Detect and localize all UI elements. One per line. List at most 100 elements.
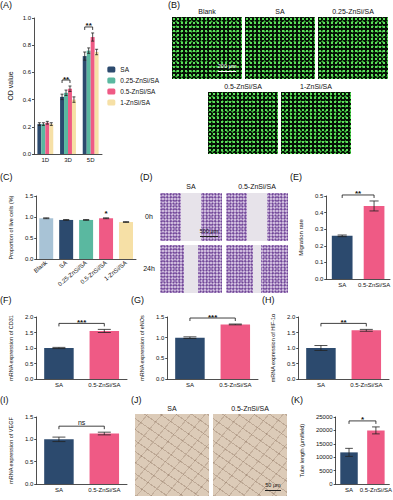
svg-text:**: ** <box>355 189 362 198</box>
svg-text:Blank: Blank <box>33 259 49 274</box>
svg-text:0.0: 0.0 <box>315 276 324 282</box>
svg-text:(E): (E) <box>290 172 302 182</box>
svg-text:Migration rate: Migration rate <box>298 218 304 255</box>
html-text:0h: 0h <box>145 213 153 220</box>
html-text:1-ZnSi/SA: 1-ZnSi/SA <box>300 83 332 90</box>
svg-text:1.5: 1.5 <box>25 193 34 199</box>
html-text:0.5-ZnSi/SA: 0.5-ZnSi/SA <box>238 183 276 190</box>
svg-text:SA: SA <box>345 487 353 493</box>
svg-text:SA: SA <box>55 487 63 493</box>
svg-text:(G): (G) <box>131 295 144 305</box>
html-text:SA: SA <box>186 183 196 190</box>
svg-text:1.5: 1.5 <box>25 414 34 420</box>
svg-text:1D: 1D <box>41 157 49 163</box>
svg-text:0.4: 0.4 <box>315 210 324 216</box>
svg-text:10000: 10000 <box>316 454 333 460</box>
svg-text:SA: SA <box>186 382 194 388</box>
html-text:(B): (B) <box>168 0 180 10</box>
svg-text:0.2: 0.2 <box>315 243 324 249</box>
svg-text:15000: 15000 <box>316 441 333 447</box>
svg-text:0.4: 0.4 <box>23 97 32 103</box>
svg-text:1.0: 1.0 <box>25 214 34 220</box>
svg-text:0.5-ZnSi/SA: 0.5-ZnSi/SA <box>360 487 392 493</box>
svg-text:(H): (H) <box>262 295 275 305</box>
svg-text:0.0: 0.0 <box>23 151 32 157</box>
svg-text:3D: 3D <box>64 157 72 163</box>
svg-text:(A): (A) <box>0 0 12 10</box>
svg-text:mRNA expression of HIF-1α: mRNA expression of HIF-1α <box>270 313 276 382</box>
svg-text:0.3: 0.3 <box>315 226 324 232</box>
svg-text:0.0: 0.0 <box>25 376 34 382</box>
svg-text:25000: 25000 <box>316 414 333 420</box>
svg-text:1-ZnSi/SA: 1-ZnSi/SA <box>103 260 128 282</box>
svg-text:0.5-ZnSi/SA: 0.5-ZnSi/SA <box>79 260 108 285</box>
svg-text:**: ** <box>341 318 348 327</box>
svg-text:SA: SA <box>58 260 68 270</box>
svg-text:mRNA expression of VEGF: mRNA expression of VEGF <box>8 417 14 484</box>
svg-text:Tube length (μm/field): Tube length (μm/field) <box>299 424 305 478</box>
svg-text:Proportion of live cells (%): Proportion of live cells (%) <box>8 195 14 259</box>
svg-text:SA: SA <box>120 66 129 73</box>
svg-text:(C): (C) <box>0 172 13 182</box>
svg-text:0.5: 0.5 <box>25 361 34 367</box>
svg-text:2.0: 2.0 <box>25 314 34 320</box>
svg-text:0.5-ZnSi/SA: 0.5-ZnSi/SA <box>219 382 251 388</box>
svg-text:0.5: 0.5 <box>315 193 324 199</box>
svg-text:0.5: 0.5 <box>287 361 296 367</box>
svg-text:0.0: 0.0 <box>287 376 296 382</box>
html-text:0.25-ZnSi/SA: 0.25-ZnSi/SA <box>332 8 374 15</box>
svg-text:0.25-ZnSi/SA: 0.25-ZnSi/SA <box>56 259 88 288</box>
svg-text:0.5-ZnSi/SA: 0.5-ZnSi/SA <box>88 382 120 388</box>
html-text:Blank: Blank <box>198 8 216 15</box>
svg-text:SA: SA <box>55 382 63 388</box>
svg-text:0.0: 0.0 <box>156 376 165 382</box>
svg-text:0.25-ZnSi/SA: 0.25-ZnSi/SA <box>120 77 159 84</box>
html-text:(J): (J) <box>131 395 142 405</box>
svg-text:0.6: 0.6 <box>23 69 32 75</box>
svg-text:1.0: 1.0 <box>25 345 34 351</box>
svg-text:**: ** <box>63 75 70 84</box>
svg-text:1.0: 1.0 <box>25 436 34 442</box>
svg-text:**: ** <box>86 21 93 30</box>
html-text:(D): (D) <box>140 172 153 182</box>
svg-text:0.1: 0.1 <box>315 259 324 265</box>
svg-text:5D: 5D <box>87 157 95 163</box>
svg-text:(F): (F) <box>0 295 12 305</box>
svg-text:0.0: 0.0 <box>25 256 34 262</box>
svg-text:***: *** <box>208 313 218 322</box>
svg-text:SA: SA <box>317 382 325 388</box>
svg-text:0.5: 0.5 <box>156 355 165 361</box>
svg-text:mRNA expression of eNOs: mRNA expression of eNOs <box>139 315 145 381</box>
svg-text:1.0: 1.0 <box>287 345 296 351</box>
svg-text:mRNA expression of CD31: mRNA expression of CD31 <box>8 315 14 381</box>
svg-text:0.5: 0.5 <box>25 235 34 241</box>
svg-text:*: * <box>105 209 109 218</box>
svg-text:1.0: 1.0 <box>23 15 32 21</box>
svg-text:*: * <box>361 415 365 424</box>
svg-text:OD value: OD value <box>7 71 14 100</box>
svg-text:0.5-ZnSi/SA: 0.5-ZnSi/SA <box>350 382 382 388</box>
svg-text:5000: 5000 <box>319 468 333 474</box>
svg-text:2.0: 2.0 <box>287 314 296 320</box>
html-text:SA: SA <box>275 8 285 15</box>
svg-text:0: 0 <box>329 481 333 487</box>
svg-text:0.5: 0.5 <box>25 459 34 465</box>
svg-text:(K): (K) <box>291 395 303 405</box>
svg-text:1.5: 1.5 <box>287 330 296 336</box>
svg-text:***: *** <box>77 318 87 327</box>
svg-text:0.5-ZnSi/SA: 0.5-ZnSi/SA <box>358 282 390 288</box>
svg-text:ns: ns <box>78 419 86 426</box>
svg-text:0.8: 0.8 <box>23 42 32 48</box>
svg-text:SA: SA <box>338 282 346 288</box>
svg-text:1.5: 1.5 <box>25 330 34 336</box>
svg-text:(I): (I) <box>0 395 9 405</box>
svg-text:1.0: 1.0 <box>156 335 165 341</box>
svg-text:0.5-ZnSi/SA: 0.5-ZnSi/SA <box>88 487 120 493</box>
html-text:0.5-ZnSi/SA: 0.5-ZnSi/SA <box>224 83 262 90</box>
svg-text:20000: 20000 <box>316 427 333 433</box>
svg-text:0.2: 0.2 <box>23 124 32 130</box>
svg-text:0.5-ZnSi/SA: 0.5-ZnSi/SA <box>120 88 156 95</box>
svg-text:0.0: 0.0 <box>25 481 34 487</box>
svg-text:1-ZnSi/SA: 1-ZnSi/SA <box>120 99 150 106</box>
svg-text:1.5: 1.5 <box>156 314 165 320</box>
